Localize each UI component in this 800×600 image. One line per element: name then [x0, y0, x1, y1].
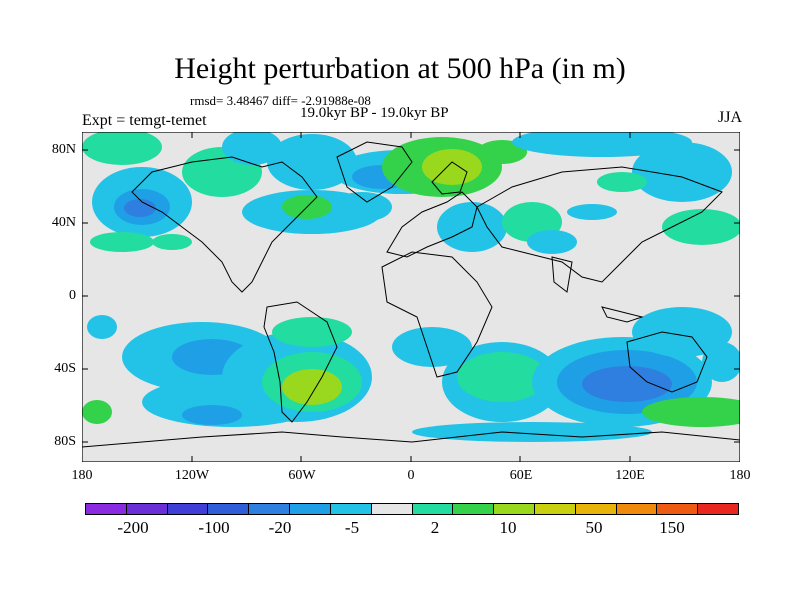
field-contour [527, 230, 577, 254]
lon-label-60w: 60W [288, 468, 316, 483]
coastline [336, 141, 413, 203]
coastline [82, 431, 740, 448]
field-contour [392, 327, 472, 367]
lon-label-120w: 120W [174, 468, 210, 483]
colorbar-swatch [126, 504, 168, 514]
colorbar-label: -20 [268, 518, 292, 537]
field-contour [90, 232, 154, 252]
colorbar-label: -5 [344, 518, 360, 537]
colorbar-swatch [616, 504, 658, 514]
field-contour [422, 149, 482, 185]
colorbar-swatch [86, 504, 127, 514]
lat-label-80s: 80S [54, 434, 76, 449]
coastline [551, 256, 573, 293]
colorbar [85, 503, 739, 515]
coastline [601, 306, 644, 323]
field-contour [457, 352, 547, 402]
field-contour [582, 366, 672, 402]
coastline [476, 166, 723, 283]
field-contour [282, 369, 342, 405]
colorbar-swatch [534, 504, 576, 514]
lon-label-180e: 180 [729, 468, 751, 483]
field-contour [632, 307, 732, 357]
colorbar-swatch [412, 504, 454, 514]
coastline [626, 331, 708, 393]
field-contour [222, 132, 282, 165]
colorbar-swatch [371, 504, 413, 514]
coastline [381, 251, 493, 378]
coastline [431, 161, 468, 195]
field-contour [152, 234, 192, 250]
lat-label-0: 0 [69, 288, 76, 303]
field-contour [272, 317, 352, 347]
coastline [131, 156, 318, 293]
colorbar-swatch [208, 504, 250, 514]
lat-label-40s: 40S [54, 361, 76, 376]
field-contour [702, 342, 740, 382]
lon-label-60e: 60E [509, 468, 533, 483]
field-contour [632, 142, 732, 202]
colorbar-swatch [290, 504, 331, 514]
experiment-label: Expt = temgt-temet [82, 112, 207, 129]
map-panel [82, 132, 740, 462]
field-contour [662, 209, 740, 245]
field-contour [477, 140, 527, 164]
colorbar-label: 50 [585, 518, 603, 537]
colorbar-swatch [657, 504, 699, 514]
rmsd-text: rmsd= 3.48467 diff= -2.91988e-08 [190, 93, 371, 108]
colorbar-swatch [167, 504, 209, 514]
coastlines [82, 141, 740, 448]
field-contour [642, 397, 740, 427]
lon-label-0: 0 [407, 468, 415, 483]
map-title: Height perturbation at 500 hPa (in m) [174, 52, 626, 85]
field-contour [124, 199, 156, 217]
height-field [82, 132, 740, 442]
colorbar-label: 150 [659, 518, 685, 537]
field-contour [182, 405, 242, 425]
colorbar-label: 2 [430, 518, 440, 537]
field-contour [567, 204, 617, 220]
field-contour [412, 422, 652, 442]
map-plot [82, 132, 740, 462]
map-ticks [82, 132, 740, 462]
colorbar-label: 10 [499, 518, 517, 537]
time-range-text: 19.0kyr BP - 19.0kyr BP [300, 105, 449, 121]
season-label: JJA [717, 109, 742, 126]
colorbar-swatch [494, 504, 535, 514]
colorbar-swatch [453, 504, 495, 514]
coastline [263, 301, 338, 423]
lon-label-120e: 120E [615, 468, 645, 483]
field-contour [82, 132, 162, 165]
field-contour [82, 400, 112, 424]
colorbar-swatch [698, 504, 738, 514]
colorbar-swatch [330, 504, 372, 514]
lat-label-40n: 40N [51, 215, 76, 230]
field-contour [332, 192, 392, 222]
lat-label-80n: 80N [51, 142, 76, 157]
field-contour [597, 172, 647, 192]
colorbar-swatch [249, 504, 291, 514]
colorbar-swatch [575, 504, 617, 514]
colorbar-label: -200 [117, 518, 149, 537]
lon-label-180w: 180 [71, 468, 93, 483]
colorbar-label: -100 [198, 518, 230, 537]
field-contour [87, 315, 117, 339]
